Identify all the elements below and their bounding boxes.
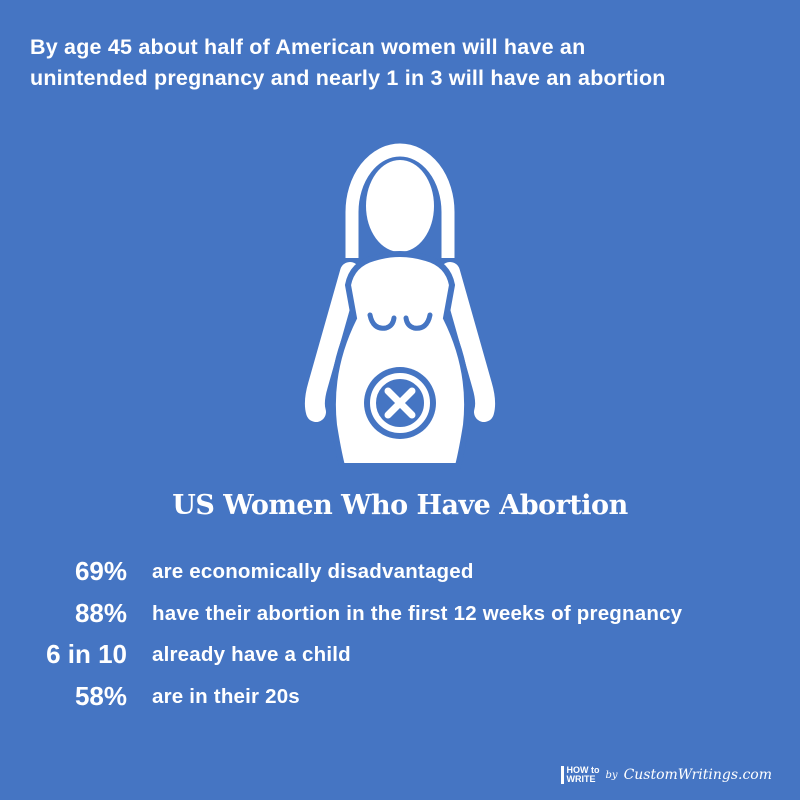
arm bbox=[440, 262, 496, 422]
stat-text: are economically disadvantaged bbox=[152, 560, 474, 583]
stat-row: 88% have their abortion in the first 12 w… bbox=[0, 598, 800, 638]
title-line: By age 45 about half of American women w… bbox=[30, 35, 586, 59]
belly-x bbox=[384, 387, 416, 419]
stat-text: have their abortion in the first 12 week… bbox=[152, 601, 683, 625]
breast bbox=[403, 312, 433, 331]
stat-row: 6 in 10 already have a child bbox=[0, 639, 800, 679]
stat-text: are in their 20s bbox=[152, 684, 300, 708]
breast bbox=[367, 312, 397, 331]
stat-row: 58% are in their 20s bbox=[0, 681, 800, 721]
logo-line: WRITE bbox=[566, 774, 596, 784]
stat-text: already have a child bbox=[152, 643, 351, 666]
logo-line: HOW to bbox=[566, 765, 600, 775]
footer-by: by bbox=[605, 769, 618, 781]
section-heading: US Women Who Have Abortion bbox=[172, 490, 628, 521]
stat-value: 6 in 10 bbox=[46, 639, 127, 669]
stat-row: 69% are economically disadvantaged bbox=[0, 556, 800, 596]
arm bbox=[304, 262, 360, 422]
belly-ring bbox=[370, 373, 430, 433]
stat-value: 69% bbox=[74, 556, 127, 586]
stat-value: 58% bbox=[74, 680, 127, 711]
head bbox=[366, 160, 434, 252]
stat-value: 88% bbox=[74, 597, 127, 628]
footer: HOW to WRITE by CustomWritings.com bbox=[560, 765, 772, 784]
logo: HOW to WRITE bbox=[560, 765, 600, 784]
hood bbox=[345, 143, 455, 258]
title-line: unintended pregnancy and nearly 1 in 3 w… bbox=[30, 66, 666, 90]
footer-site: CustomWritings.com bbox=[623, 767, 772, 783]
title: By age 45 about half of American women w… bbox=[30, 32, 666, 94]
